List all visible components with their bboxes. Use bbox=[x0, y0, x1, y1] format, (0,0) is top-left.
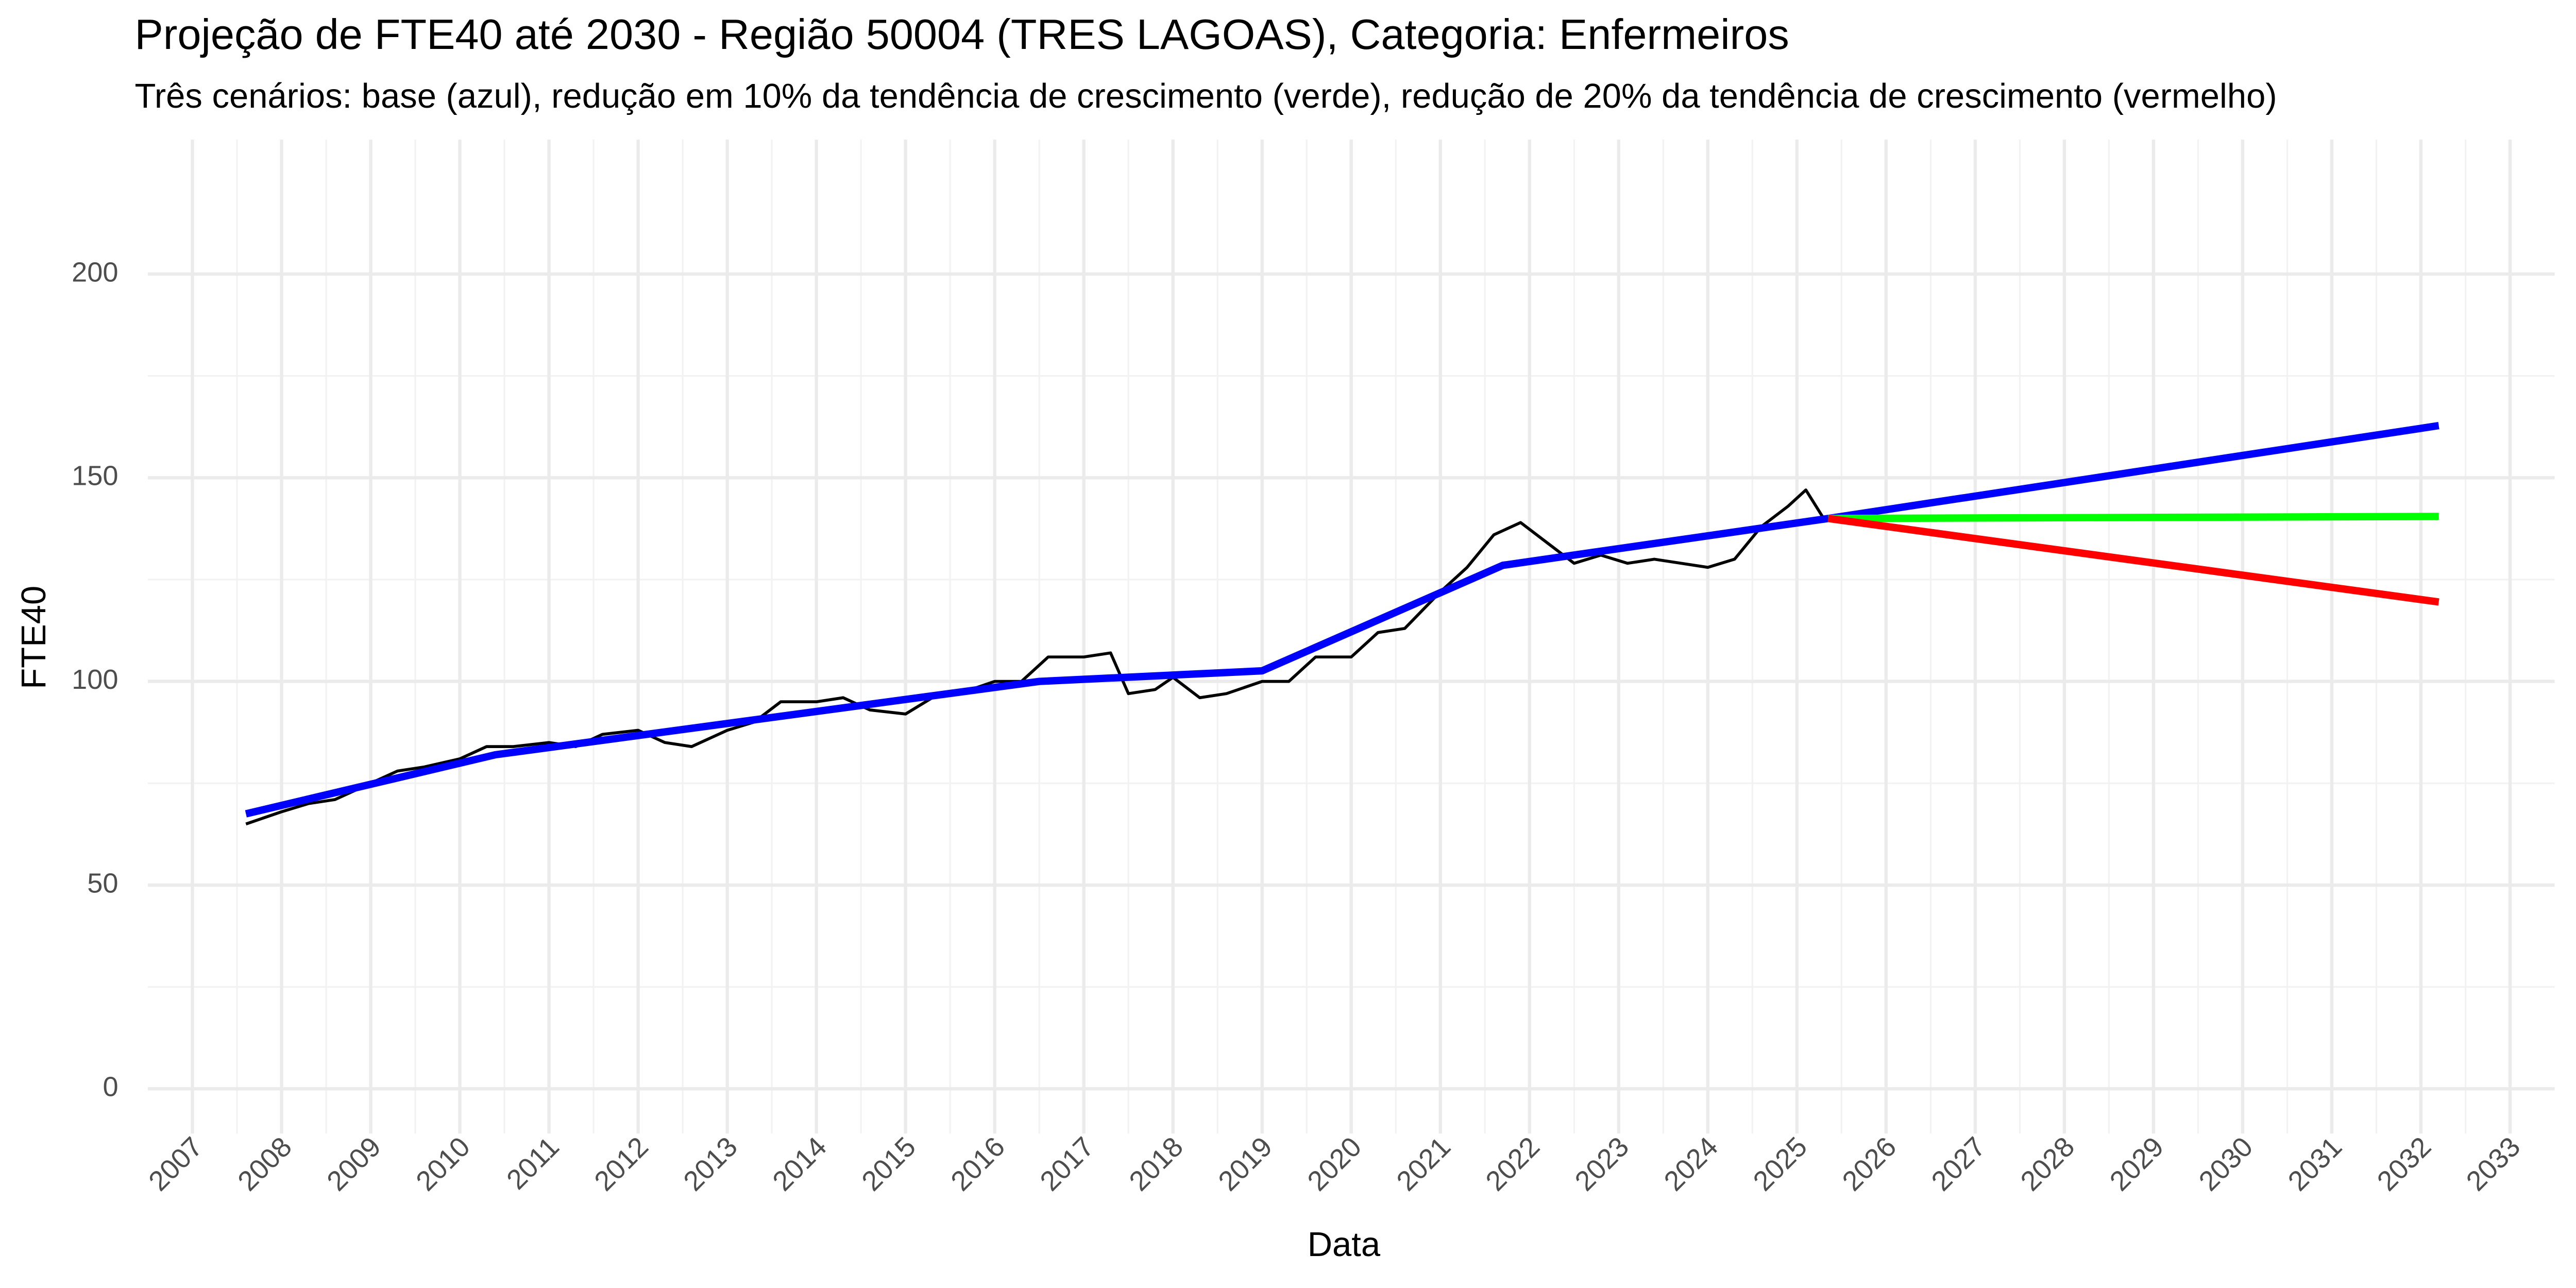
x-tick-label: 2032 bbox=[2371, 1131, 2437, 1197]
x-tick-label: 2009 bbox=[321, 1131, 387, 1197]
x-tick-label: 2020 bbox=[1301, 1131, 1367, 1197]
x-tick-label: 2021 bbox=[1391, 1131, 1456, 1197]
x-tick-label: 2024 bbox=[1658, 1131, 1724, 1197]
y-tick-label: 150 bbox=[72, 461, 118, 492]
chart-title: Projeção de FTE40 até 2030 - Região 5000… bbox=[134, 10, 1789, 58]
x-tick-label: 2012 bbox=[588, 1131, 654, 1197]
x-tick-label: 2011 bbox=[501, 1131, 565, 1196]
y-tick-label: 0 bbox=[103, 1072, 118, 1103]
x-tick-label: 2019 bbox=[1212, 1131, 1278, 1197]
x-tick-label: 2010 bbox=[410, 1131, 476, 1197]
x-axis-label: Data bbox=[1308, 1225, 1381, 1264]
x-tick-label: 2031 bbox=[2282, 1131, 2348, 1197]
x-tick-label: 2015 bbox=[856, 1131, 922, 1197]
x-tick-label: 2029 bbox=[2104, 1131, 2170, 1197]
y-tick-label: 100 bbox=[72, 664, 118, 695]
chart-subtitle: Três cenários: base (azul), redução em 1… bbox=[134, 77, 2277, 115]
x-tick-label: 2008 bbox=[232, 1131, 298, 1197]
series-line bbox=[245, 421, 2439, 818]
x-tick-label: 2014 bbox=[767, 1131, 833, 1197]
x-tick-label: 2017 bbox=[1034, 1131, 1100, 1197]
x-tick-label: 2027 bbox=[1926, 1131, 1992, 1197]
x-tick-label: 2028 bbox=[2015, 1131, 2081, 1197]
series-line bbox=[1828, 513, 2439, 522]
x-tick-label: 2023 bbox=[1569, 1131, 1635, 1197]
x-tick-label: 2030 bbox=[2193, 1131, 2259, 1197]
x-tick-label: 2013 bbox=[677, 1131, 743, 1197]
x-tick-label: 2022 bbox=[1480, 1131, 1546, 1197]
x-tick-label: 2007 bbox=[143, 1131, 209, 1197]
y-axis-label: FTE40 bbox=[14, 586, 53, 689]
y-tick-label: 200 bbox=[72, 257, 118, 287]
x-tick-label: 2033 bbox=[2461, 1131, 2527, 1197]
x-tick-label: 2025 bbox=[1748, 1131, 1814, 1197]
series-line bbox=[245, 488, 1825, 826]
x-tick-label: 2016 bbox=[945, 1131, 1011, 1197]
y-tick-label: 50 bbox=[87, 868, 118, 899]
x-tick-label: 2018 bbox=[1123, 1131, 1189, 1197]
series-line bbox=[1827, 515, 2439, 606]
x-tick-label: 2026 bbox=[1837, 1131, 1903, 1197]
